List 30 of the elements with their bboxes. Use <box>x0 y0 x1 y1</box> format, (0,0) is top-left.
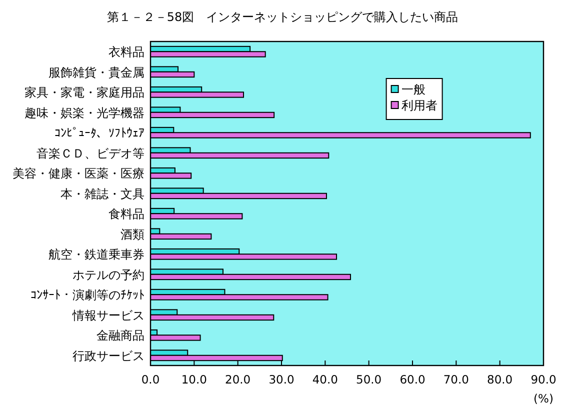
chart-title: 第１－２－58図 インターネットショッピングで購入したい商品 <box>106 10 458 24</box>
x-tick-label: 10.0 <box>181 372 207 386</box>
x-tick-label: 20.0 <box>225 372 251 386</box>
x-tick-label: 0.0 <box>141 372 160 386</box>
y-tick-label: 航空・鉄道乗車券 <box>48 248 144 262</box>
y-tick-label: 家具・家電・家庭用品 <box>24 86 144 100</box>
x-tick-label: 60.0 <box>400 372 426 386</box>
x-tick-label: 70.0 <box>443 372 469 386</box>
y-tick-label: 食料品 <box>108 207 144 222</box>
y-tick-label: 美容・健康・医薬・医療 <box>12 166 144 181</box>
legend-label: 一般 <box>401 82 426 96</box>
y-tick-label: ホテルの予約 <box>72 268 144 282</box>
x-tick-label: 40.0 <box>312 372 338 386</box>
y-tick-label: ｺﾝﾋﾟｭｰﾀ、ｿﾌﾄｳｪｱ <box>54 126 144 140</box>
x-tick-label: 50.0 <box>356 372 382 386</box>
y-tick-label: 服飾雑貨・貴金属 <box>48 65 144 80</box>
y-tick-label: 本・雑誌・文具 <box>60 186 144 201</box>
y-tick-label: 行政サービス <box>72 348 144 363</box>
x-tick-label: 80.0 <box>487 372 513 386</box>
y-tick-label: 情報サービス <box>72 308 144 322</box>
y-tick-label: 趣味・娯楽・光学機器 <box>24 106 144 120</box>
y-tick-label: 音楽ＣＤ、ビデオ等 <box>36 146 144 160</box>
x-axis-title: (%) <box>534 392 554 406</box>
y-tick-label: ｺﾝｻｰﾄ・演劇等のﾁｹｯﾄ <box>30 288 144 302</box>
x-tick-label: 30.0 <box>268 372 294 386</box>
y-tick-label: 金融商品 <box>96 328 144 343</box>
y-tick-label: 酒類 <box>120 227 144 242</box>
legend-label: 利用者 <box>401 98 438 112</box>
x-tick-label: 90.0 <box>530 372 556 386</box>
y-tick-label: 衣料品 <box>108 45 144 60</box>
